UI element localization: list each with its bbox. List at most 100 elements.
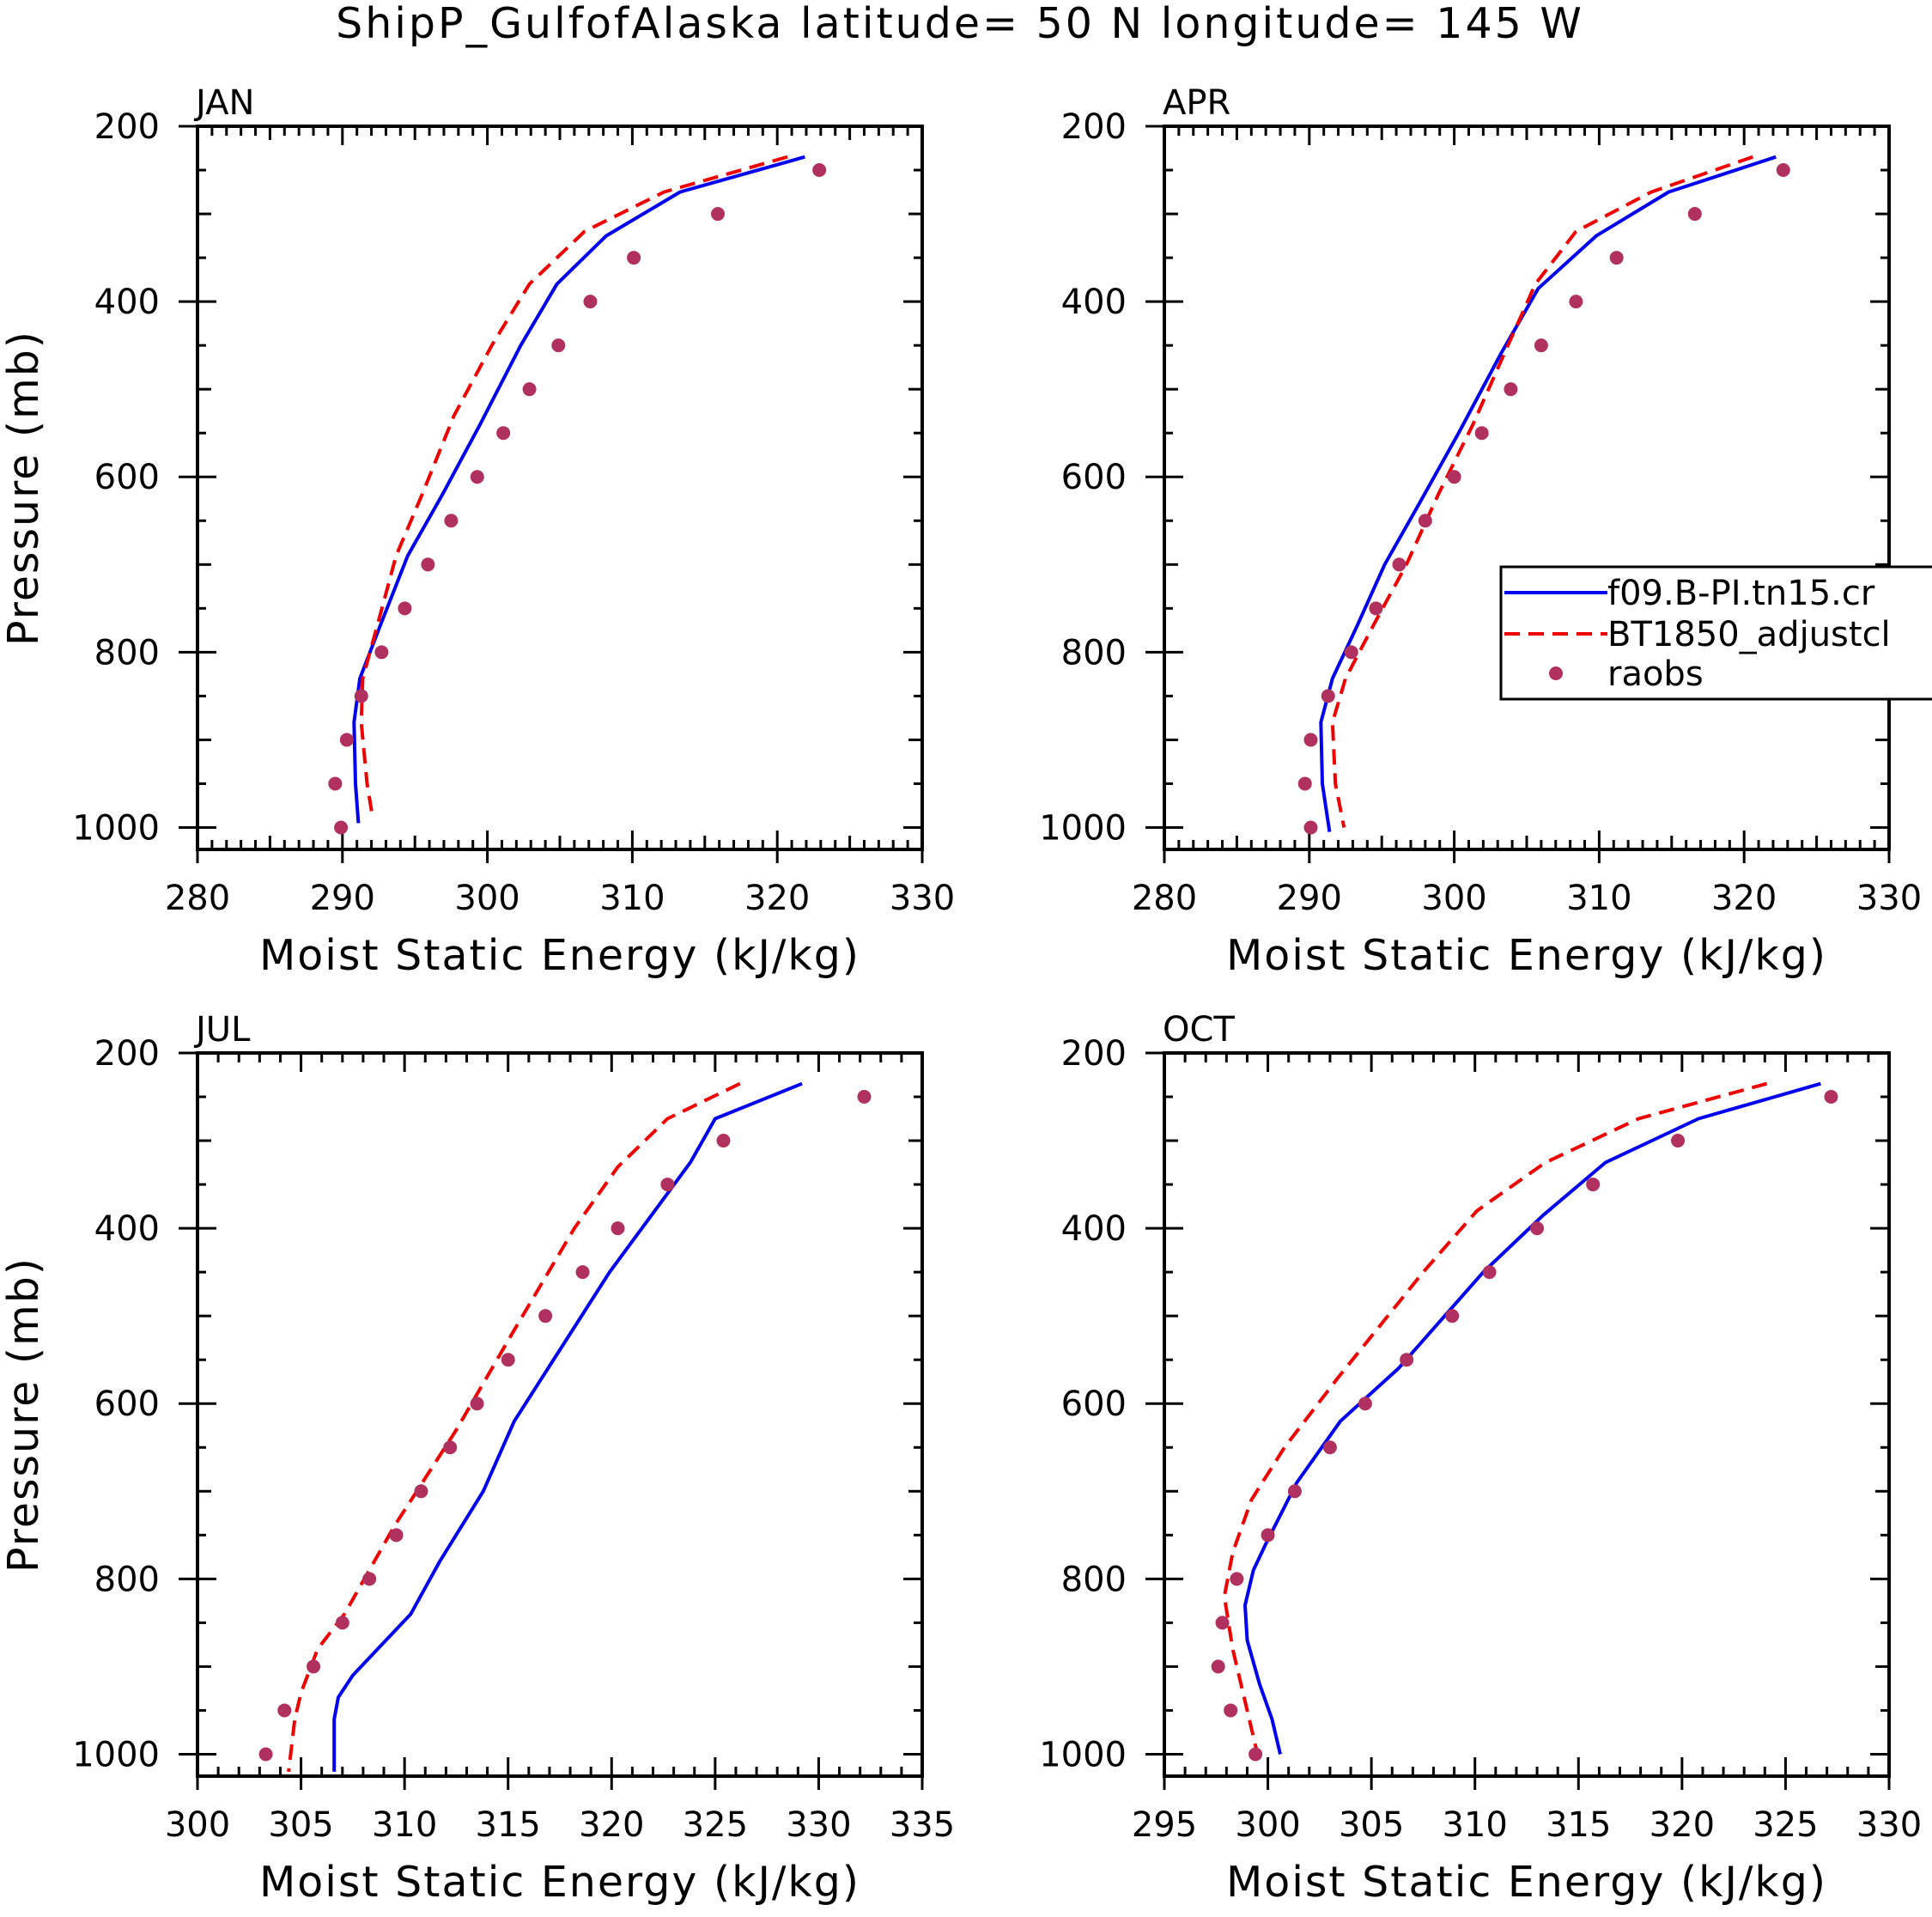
panel-label: APR (1163, 83, 1230, 123)
y-tick-label: 600 (1061, 458, 1127, 497)
raobs-point (1358, 1397, 1372, 1411)
panel-label: JUL (193, 1010, 251, 1050)
x-tick-label: 280 (165, 879, 230, 918)
raobs-point (716, 1134, 731, 1148)
raobs-point (710, 207, 725, 222)
raobs-point (1445, 1309, 1460, 1324)
x-tick-label: 295 (1132, 1805, 1197, 1845)
raobs-point (1569, 295, 1583, 309)
panel-oct: OCT 295 300 305 310 315 320 325 330 200 400 600 800 1… (1039, 1010, 1922, 1907)
y-tick-label: 800 (94, 1560, 160, 1599)
raobs-point (1474, 426, 1489, 441)
raobs-point (389, 1528, 404, 1543)
raobs-point (1482, 1265, 1497, 1280)
x-axis-label: Moist Static Energy (kJ/kg) (259, 931, 860, 980)
raobs-point (1215, 1616, 1230, 1630)
raobs-point (1321, 689, 1335, 703)
raobs-point (1287, 1484, 1302, 1499)
series-line-f09 (332, 1081, 803, 1772)
x-axis-label: Moist Static Energy (kJ/kg) (259, 1858, 860, 1907)
raobs-point (1400, 1353, 1414, 1367)
series-line-f09 (1319, 155, 1777, 832)
legend-box (1499, 565, 1932, 701)
raobs-point (522, 382, 537, 397)
raobs-point (374, 645, 389, 660)
panel-jul: JUL 300 305 310 315 320 325 330 335 200 400 600 800 1… (0, 1010, 955, 1907)
x-tick-label: 315 (476, 1805, 541, 1845)
raobs-point (1776, 163, 1790, 178)
y-tick-label: 1000 (72, 808, 160, 848)
y-tick-label: 1000 (72, 1735, 160, 1774)
legend-swatch-raobs (1549, 666, 1563, 680)
raobs-point (414, 1484, 428, 1499)
raobs-point (362, 1572, 377, 1586)
y-tick-label: 600 (94, 1384, 160, 1424)
y-tick-label: 1000 (1039, 808, 1127, 848)
raobs-point (1392, 557, 1406, 572)
raobs-point (470, 1397, 484, 1411)
series-line-bt1850 (1330, 155, 1753, 828)
main-title: ShipP_GulfofAlaska latitude= 50 N longit… (336, 0, 1584, 48)
x-tick-label: 300 (1235, 1805, 1300, 1845)
series-line-f09 (352, 155, 805, 824)
x-axis-label: Moist Static Energy (kJ/kg) (1226, 1858, 1827, 1907)
raobs-point (583, 295, 598, 309)
panel-label: JAN (193, 83, 254, 123)
raobs-point (443, 1440, 458, 1455)
raobs-point (1303, 820, 1318, 835)
x-tick-label: 290 (1277, 879, 1342, 918)
raobs-point (496, 426, 511, 441)
y-tick-label: 800 (94, 633, 160, 672)
y-tick-label: 600 (1061, 1384, 1127, 1424)
raobs-point (660, 1178, 675, 1192)
panel-jan: JAN 280 290 300 310 320 330 200 400 600 800 1000 Moi… (0, 83, 955, 980)
raobs-point (1530, 1221, 1545, 1236)
x-tick-label: 320 (579, 1805, 644, 1845)
raobs-point (339, 733, 354, 747)
raobs-point (307, 1659, 321, 1674)
raobs-point (470, 470, 484, 484)
x-tick-label: 320 (744, 879, 810, 918)
y-axis-label: Pressure (mb) (0, 1257, 48, 1573)
raobs-point (1687, 207, 1702, 222)
raobs-point (1297, 776, 1312, 791)
x-tick-label: 335 (890, 1805, 955, 1845)
panels: JAN 280 290 300 310 320 330 200 400 600 800 1000 Moi… (0, 83, 1922, 1907)
raobs-point (1344, 645, 1358, 660)
raobs-point (1824, 1090, 1838, 1105)
y-tick-label: 200 (94, 107, 160, 147)
x-tick-label: 325 (1753, 1805, 1818, 1845)
panel-label: OCT (1163, 1010, 1235, 1050)
y-tick-label: 400 (1061, 1209, 1127, 1249)
raobs-point (1671, 1134, 1686, 1148)
raobs-point (444, 514, 459, 528)
legend-label-raobs: raobs (1607, 654, 1704, 694)
raobs-point (1261, 1528, 1275, 1543)
series-line-bt1850 (1222, 1081, 1768, 1755)
raobs-point (1224, 1703, 1238, 1718)
x-tick-label: 330 (1856, 879, 1922, 918)
x-tick-label: 315 (1546, 1805, 1611, 1845)
y-axis-label: Pressure (mb) (0, 330, 48, 646)
x-tick-label: 310 (372, 1805, 437, 1845)
raobs-point (501, 1353, 515, 1367)
raobs-point (1447, 470, 1461, 484)
x-axis-label: Moist Static Energy (kJ/kg) (1226, 931, 1827, 980)
panel-apr: APR 280 290 300 310 320 330 200 400 600 800 1000 Moi… (1039, 83, 1922, 980)
x-tick-label: 320 (1649, 1805, 1715, 1845)
x-tick-label: 310 (1566, 879, 1631, 918)
x-tick-label: 310 (599, 879, 665, 918)
plot-frame (196, 1051, 924, 1778)
series-line-bt1850 (287, 1081, 741, 1773)
raobs-point (1586, 1178, 1601, 1192)
plot-frame (1163, 125, 1891, 851)
y-tick-label: 400 (1061, 283, 1127, 322)
x-tick-label: 330 (1856, 1805, 1922, 1845)
raobs-point (1534, 338, 1548, 353)
x-tick-label: 305 (268, 1805, 333, 1845)
y-tick-label: 800 (1061, 633, 1127, 672)
y-tick-label: 200 (94, 1034, 160, 1074)
raobs-point (277, 1703, 292, 1718)
raobs-point (611, 1221, 625, 1236)
